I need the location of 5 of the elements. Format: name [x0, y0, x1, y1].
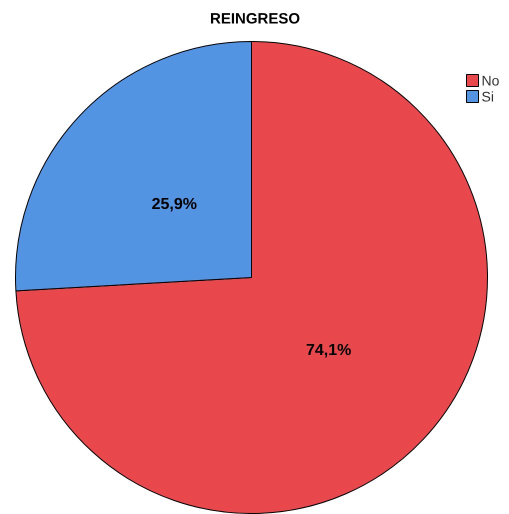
data-label: 74,1% [306, 342, 352, 359]
chart-title: REINGRESO [210, 10, 300, 28]
legend-label: No [482, 72, 500, 88]
data-label: 25,9% [152, 196, 198, 214]
legend-label: Si [482, 88, 494, 104]
